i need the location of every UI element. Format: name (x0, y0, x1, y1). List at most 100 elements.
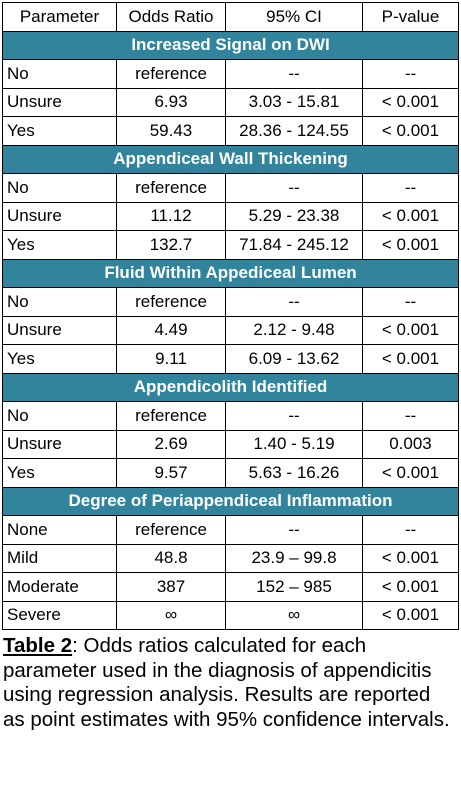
caption-label: Table 2 (3, 634, 73, 657)
row-label: Unsure (2, 429, 117, 459)
data-cell: -- (225, 59, 363, 89)
data-cell: < 0.001 (362, 572, 459, 602)
data-row: No reference -- -- (2, 401, 459, 431)
section-row: Degree of Periappendiceal Inflammation (2, 486, 459, 516)
data-cell: 11.12 (116, 201, 226, 231)
data-cell: < 0.001 (362, 315, 459, 345)
row-label: Yes (2, 344, 117, 374)
data-cell: -- (225, 287, 363, 317)
data-row: Yes 9.11 6.09 - 13.62 < 0.001 (2, 344, 459, 374)
data-row: Severe ∞ ∞ < 0.001 (2, 600, 459, 630)
header-cell: Parameter (2, 2, 117, 32)
data-row: Unsure 6.93 3.03 - 15.81 < 0.001 (2, 87, 459, 117)
data-cell: -- (362, 59, 459, 89)
data-cell: < 0.001 (362, 600, 459, 630)
data-cell: 132.7 (116, 230, 226, 260)
data-cell: 4.49 (116, 315, 226, 345)
data-cell: reference (116, 287, 226, 317)
data-cell: 5.29 - 23.38 (225, 201, 363, 231)
data-cell: < 0.001 (362, 458, 459, 488)
data-cell: 2.12 - 9.48 (225, 315, 363, 345)
data-cell: 59.43 (116, 116, 226, 146)
data-row: No reference -- -- (2, 59, 459, 89)
data-row: None reference -- -- (2, 515, 459, 545)
data-row: Mild 48.8 23.9 – 99.8 < 0.001 (2, 543, 459, 573)
data-cell: < 0.001 (362, 201, 459, 231)
data-cell: 28.36 - 124.55 (225, 116, 363, 146)
data-cell: -- (362, 515, 459, 545)
row-label: Yes (2, 458, 117, 488)
data-cell: 3.03 - 15.81 (225, 87, 363, 117)
data-cell: reference (116, 173, 226, 203)
row-label: Yes (2, 230, 117, 260)
data-cell: < 0.001 (362, 344, 459, 374)
data-cell: < 0.001 (362, 543, 459, 573)
row-label: Unsure (2, 315, 117, 345)
header-cell: 95% CI (225, 2, 363, 32)
table-body: Parameter Odds Ratio 95% CI P-value Increase… (2, 2, 459, 630)
caption: Table 2: Odds ratios calculated for each… (3, 634, 455, 732)
caption-text: : Odds ratios calculated for each parame… (3, 634, 450, 731)
data-cell: 6.09 - 13.62 (225, 344, 363, 374)
header-row: Parameter Odds Ratio 95% CI P-value (2, 2, 459, 32)
data-cell: 152 – 985 (225, 572, 363, 602)
data-row: Yes 59.43 28.36 - 124.55 < 0.001 (2, 116, 459, 146)
data-row: Yes 9.57 5.63 - 16.26 < 0.001 (2, 458, 459, 488)
data-cell: reference (116, 515, 226, 545)
data-row: No reference -- -- (2, 287, 459, 317)
data-row: Moderate 387 152 – 985 < 0.001 (2, 572, 459, 602)
data-cell: ∞ (225, 600, 363, 630)
row-label: Moderate (2, 572, 117, 602)
data-cell: 71.84 - 245.12 (225, 230, 363, 260)
data-row: Unsure 4.49 2.12 - 9.48 < 0.001 (2, 315, 459, 345)
data-cell: -- (362, 287, 459, 317)
data-cell: -- (362, 173, 459, 203)
row-label: No (2, 401, 117, 431)
data-cell: -- (225, 173, 363, 203)
data-cell: < 0.001 (362, 230, 459, 260)
row-label: Mild (2, 543, 117, 573)
row-label: None (2, 515, 117, 545)
header-cell: Odds Ratio (116, 2, 226, 32)
section-row: Appendiceal Wall Thickening (2, 144, 459, 174)
odds-ratio-table: Parameter Odds Ratio 95% CI P-value Increase… (2, 2, 459, 630)
data-row: Yes 132.7 71.84 - 245.12 < 0.001 (2, 230, 459, 260)
data-cell: 48.8 (116, 543, 226, 573)
row-label: Severe (2, 600, 117, 630)
data-row: No reference -- -- (2, 173, 459, 203)
section-title: Fluid Within Appediceal Lumen (2, 258, 459, 288)
data-cell: 9.57 (116, 458, 226, 488)
row-label: Unsure (2, 201, 117, 231)
data-row: Unsure 11.12 5.29 - 23.38 < 0.001 (2, 201, 459, 231)
section-title: Increased Signal on DWI (2, 30, 459, 60)
data-cell: 6.93 (116, 87, 226, 117)
row-label: Yes (2, 116, 117, 146)
data-cell: 0.003 (362, 429, 459, 459)
data-cell: reference (116, 401, 226, 431)
data-cell: 23.9 – 99.8 (225, 543, 363, 573)
data-cell: 1.40 - 5.19 (225, 429, 363, 459)
section-row: Increased Signal on DWI (2, 30, 459, 60)
row-label: Unsure (2, 87, 117, 117)
header-cell: P-value (362, 2, 459, 32)
row-label: No (2, 173, 117, 203)
data-cell: 9.11 (116, 344, 226, 374)
data-cell: 5.63 - 16.26 (225, 458, 363, 488)
data-cell: -- (225, 515, 363, 545)
data-cell: < 0.001 (362, 116, 459, 146)
section-row: Appendicolith Identified (2, 372, 459, 402)
section-title: Appendiceal Wall Thickening (2, 144, 459, 174)
data-cell: 2.69 (116, 429, 226, 459)
data-cell: reference (116, 59, 226, 89)
data-cell: 387 (116, 572, 226, 602)
data-cell: < 0.001 (362, 87, 459, 117)
data-cell: -- (225, 401, 363, 431)
section-title: Appendicolith Identified (2, 372, 459, 402)
section-title: Degree of Periappendiceal Inflammation (2, 486, 459, 516)
row-label: No (2, 287, 117, 317)
data-cell: ∞ (116, 600, 226, 630)
data-row: Unsure 2.69 1.40 - 5.19 0.003 (2, 429, 459, 459)
row-label: No (2, 59, 117, 89)
section-row: Fluid Within Appediceal Lumen (2, 258, 459, 288)
